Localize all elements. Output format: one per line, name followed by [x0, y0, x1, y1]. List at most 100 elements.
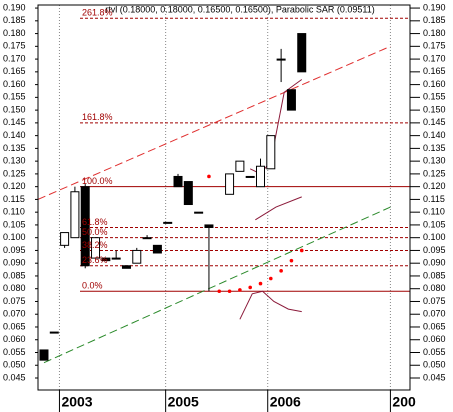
- y-tick-label-right: 0.175: [423, 41, 446, 51]
- x-tick-label: 2006: [270, 394, 301, 410]
- y-tick-label-left: 0.190: [3, 2, 26, 12]
- candle-body: [255, 165, 265, 188]
- candle-body: [297, 33, 307, 73]
- y-tick-label-right: 0.185: [423, 15, 446, 25]
- y-tick-label-right: 0.070: [423, 309, 446, 319]
- y-tick-label-left: 0.075: [3, 296, 26, 306]
- candle-body: [152, 244, 162, 254]
- candle-body: [60, 232, 70, 246]
- y-tick-label-left: 0.145: [3, 117, 26, 127]
- candle-body: [225, 173, 235, 195]
- y-tick-label-left: 0.185: [3, 15, 26, 25]
- y-tick-label-right: 0.060: [423, 334, 446, 344]
- y-tick-label-right: 0.110: [423, 207, 445, 217]
- sar-dot: [217, 289, 222, 294]
- y-tick-label-left: 0.130: [3, 156, 26, 166]
- trend-line: [43, 206, 391, 364]
- y-tick-label-left: 0.050: [3, 360, 26, 370]
- y-tick-label-right: 0.140: [423, 130, 446, 140]
- plot-frame: [37, 4, 411, 391]
- fib-label: 0.0%: [82, 281, 103, 291]
- y-tick-label-left: 0.170: [3, 53, 26, 63]
- fib-label: 61.8%: [82, 217, 108, 227]
- candle-body: [286, 89, 296, 111]
- y-tick-label-left: 0.160: [3, 79, 26, 89]
- fib-label: 23.6%: [82, 255, 108, 265]
- y-tick-label-right: 0.105: [423, 219, 446, 229]
- y-tick-label-right: 0.100: [423, 232, 446, 242]
- candle-body: [80, 186, 90, 267]
- y-tick-label-right: 0.165: [423, 66, 446, 76]
- trend-line: [38, 45, 391, 200]
- y-tick-label-left: 0.115: [3, 194, 25, 204]
- y-tick-label-left: 0.165: [3, 66, 26, 76]
- candle-body: [173, 175, 183, 188]
- y-tick-label-left: 0.085: [3, 270, 26, 280]
- y-tick-label-right: 0.130: [423, 156, 446, 166]
- y-tick-label-left: 0.100: [3, 232, 26, 242]
- y-tick-label-right: 0.085: [423, 270, 446, 280]
- plot-area: [38, 5, 410, 390]
- y-tick-label-right: 0.050: [423, 360, 446, 370]
- candle-body: [245, 175, 255, 178]
- y-tick-label-left: 0.080: [3, 283, 26, 293]
- candle-body: [276, 58, 286, 61]
- y-tick-label-left: 0.090: [3, 258, 26, 268]
- y-tick-label-left: 0.110: [3, 207, 25, 217]
- sar-dot: [289, 258, 294, 263]
- overlay-line: [255, 196, 302, 221]
- y-tick-label-right: 0.090: [423, 258, 446, 268]
- y-tick-label-right: 0.115: [423, 194, 445, 204]
- y-tick-label-right: 0.080: [423, 283, 446, 293]
- candle-body: [142, 237, 152, 240]
- y-tick-label-left: 0.065: [3, 321, 26, 331]
- fib-label: 50.0%: [82, 227, 108, 237]
- y-tick-label-right: 0.190: [423, 2, 446, 12]
- candle-body: [39, 349, 49, 361]
- candle-body: [49, 331, 59, 334]
- y-tick-label-right: 0.180: [423, 28, 446, 38]
- candle-body: [235, 160, 245, 172]
- y-tick-label-left: 0.135: [3, 143, 26, 153]
- candle-body: [163, 221, 173, 224]
- sar-dot: [248, 285, 252, 290]
- y-tick-label-right: 0.155: [423, 92, 446, 102]
- y-tick-label-right: 0.055: [423, 347, 446, 357]
- sar-dot: [258, 281, 263, 286]
- y-tick-label-left: 0.120: [3, 181, 26, 191]
- sar-dot: [227, 289, 232, 294]
- y-tick-label-left: 0.180: [3, 28, 26, 38]
- candle-body: [194, 211, 204, 214]
- y-tick-label-right: 0.065: [423, 321, 446, 331]
- candle-body: [101, 257, 111, 262]
- fib-label: 261.8%: [82, 8, 113, 18]
- y-tick-label-left: 0.070: [3, 309, 26, 319]
- x-tick-label: 2005: [168, 394, 199, 410]
- y-tick-label-right: 0.095: [423, 245, 446, 255]
- candle-body: [266, 135, 276, 170]
- sar-dot: [279, 269, 283, 273]
- overlay-line: [239, 290, 302, 320]
- fib-label: 100.0%: [82, 176, 113, 186]
- y-tick-label-right: 0.045: [423, 372, 446, 382]
- y-tick-label-right: 0.120: [423, 181, 446, 191]
- x-tick-label: 2003: [61, 394, 92, 410]
- y-tick-label-right: 0.135: [423, 143, 446, 153]
- y-tick-label-right: 0.160: [423, 79, 446, 89]
- y-tick-label-left: 0.095: [3, 245, 26, 255]
- candle-body: [183, 181, 193, 206]
- y-tick-label-left: 0.140: [3, 130, 26, 140]
- sar-dot: [299, 248, 304, 253]
- candle-body: [204, 224, 214, 228]
- candle-body: [70, 191, 80, 239]
- y-tick-label-left: 0.175: [3, 41, 26, 51]
- y-tick-label-left: 0.155: [3, 92, 26, 102]
- candle-body: [132, 249, 142, 264]
- sar-dot: [207, 174, 211, 179]
- sar-dot: [238, 288, 242, 292]
- y-tick-label-left: 0.060: [3, 334, 26, 344]
- y-tick-label-left: 0.125: [3, 168, 26, 178]
- sar-dot: [269, 276, 273, 281]
